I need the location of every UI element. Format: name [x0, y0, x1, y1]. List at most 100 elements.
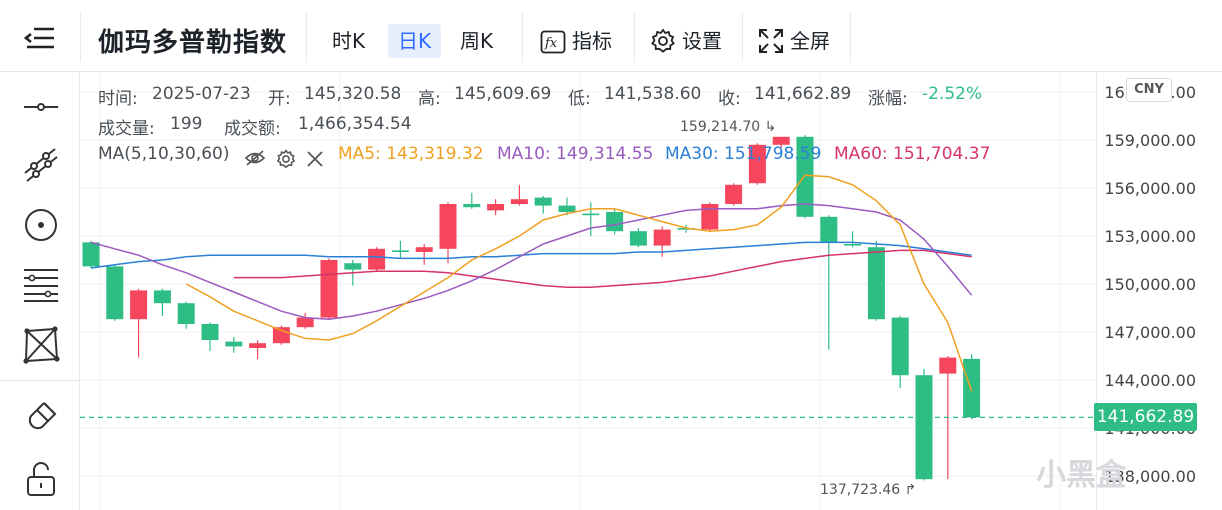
- tab-hourly-k[interactable]: 时K: [332, 29, 366, 53]
- candle: [320, 258, 338, 320]
- open-value: 145,320.58: [304, 84, 402, 104]
- candle-body: [820, 216, 838, 243]
- candle: [701, 202, 719, 232]
- fullscreen-button[interactable]: 全屏: [758, 24, 838, 58]
- candle: [867, 240, 885, 321]
- separator: [634, 12, 635, 62]
- high-value: 145,609.69: [454, 84, 552, 104]
- candle: [677, 224, 695, 233]
- candle: [487, 199, 505, 216]
- candle: [272, 325, 290, 345]
- tab-daily-k[interactable]: 日K: [388, 24, 442, 58]
- candle: [153, 288, 171, 316]
- currency-badge[interactable]: CNY: [1126, 78, 1172, 102]
- fib-lines-icon[interactable]: [22, 266, 60, 304]
- drawing-toolbar: [0, 72, 80, 510]
- separator: [80, 12, 81, 62]
- candle-body: [725, 184, 743, 204]
- page-title: 伽玛多普勒指数: [98, 28, 288, 58]
- price-axis-border: [1096, 72, 1097, 510]
- low-label: 低:: [568, 89, 591, 109]
- candle-body: [106, 266, 124, 320]
- y-tick-label: 150,000.00: [1104, 275, 1196, 294]
- y-tick-label: 156,000.00: [1104, 179, 1196, 198]
- candle-body: [963, 358, 981, 418]
- ma5-value: MA5: 143,319.32: [338, 144, 484, 164]
- close-value: 141,662.89: [754, 84, 852, 104]
- svg-text:fx: fx: [544, 36, 558, 51]
- candle-body: [701, 204, 719, 230]
- candle: [653, 226, 671, 257]
- candle-body: [225, 341, 243, 347]
- candle: [939, 356, 957, 480]
- candle-body: [249, 343, 267, 348]
- min-price-text: 137,723.46: [820, 482, 901, 498]
- menu-collapse-icon[interactable]: [23, 26, 56, 50]
- ma-settings-icon[interactable]: [276, 149, 296, 169]
- candle-body: [82, 242, 100, 267]
- candle: [463, 192, 481, 209]
- candle-body: [915, 375, 933, 480]
- candle-body: [510, 199, 528, 204]
- candle-body: [368, 248, 386, 270]
- settings-button[interactable]: 设置: [650, 24, 730, 58]
- candle-body: [606, 212, 624, 232]
- lock-icon[interactable]: [22, 460, 60, 498]
- candle-body: [844, 244, 862, 246]
- fx-icon: fx: [540, 30, 566, 54]
- eye-hide-icon[interactable]: [244, 148, 266, 168]
- volume-value: 199: [170, 114, 203, 134]
- separator: [306, 12, 307, 62]
- ma60-line: [233, 249, 972, 288]
- gear-icon: [651, 28, 675, 53]
- candle: [891, 316, 909, 388]
- horizontal-line-icon[interactable]: [22, 88, 60, 126]
- candle: [249, 340, 267, 360]
- candle: [844, 231, 862, 248]
- indicator-label: 指标: [572, 29, 612, 53]
- max-price-text: 159,214.70: [680, 119, 761, 135]
- top-bar: 伽玛多普勒指数 时K 日K 周K fx 指标 设置 全屏: [0, 0, 1222, 72]
- settings-label: 设置: [682, 29, 722, 53]
- candle: [820, 215, 838, 350]
- tab-weekly-k[interactable]: 周K: [460, 29, 494, 53]
- candle: [439, 202, 457, 264]
- fullscreen-label: 全屏: [790, 29, 830, 53]
- magnet-icon[interactable]: [22, 398, 60, 436]
- candle-body: [534, 197, 552, 206]
- candle: [344, 260, 362, 286]
- high-label: 高:: [418, 89, 441, 109]
- candle-body: [320, 260, 338, 318]
- candle-body: [391, 250, 409, 252]
- crosshair-icon[interactable]: [22, 206, 60, 244]
- candle-body: [153, 290, 171, 304]
- candle: [606, 208, 624, 235]
- y-tick-label: 144,000.00: [1104, 371, 1196, 390]
- candle: [106, 264, 124, 321]
- candle: [201, 322, 219, 352]
- indicator-button[interactable]: fx 指标: [540, 24, 620, 58]
- candle-body: [653, 229, 671, 246]
- candle-body: [891, 317, 909, 376]
- candle-body: [272, 327, 290, 344]
- volume-label: 成交量:: [98, 119, 155, 139]
- candle: [296, 312, 314, 329]
- toolbar-divider: [0, 380, 80, 381]
- candle: [558, 197, 576, 216]
- candle: [225, 336, 243, 353]
- separator: [742, 12, 743, 62]
- polygon-icon[interactable]: [22, 326, 60, 364]
- candle: [963, 354, 981, 420]
- candle: [725, 183, 743, 206]
- candle: [391, 240, 409, 259]
- candle: [130, 288, 148, 358]
- trend-line-icon[interactable]: [22, 146, 60, 184]
- fullscreen-icon: [759, 29, 783, 53]
- y-tick-label: 153,000.00: [1104, 227, 1196, 246]
- close-icon[interactable]: [306, 150, 324, 168]
- candle-body: [867, 247, 885, 320]
- candle: [368, 247, 386, 272]
- current-price-tag: 141,662.89: [1094, 403, 1197, 431]
- candle-body: [629, 231, 647, 246]
